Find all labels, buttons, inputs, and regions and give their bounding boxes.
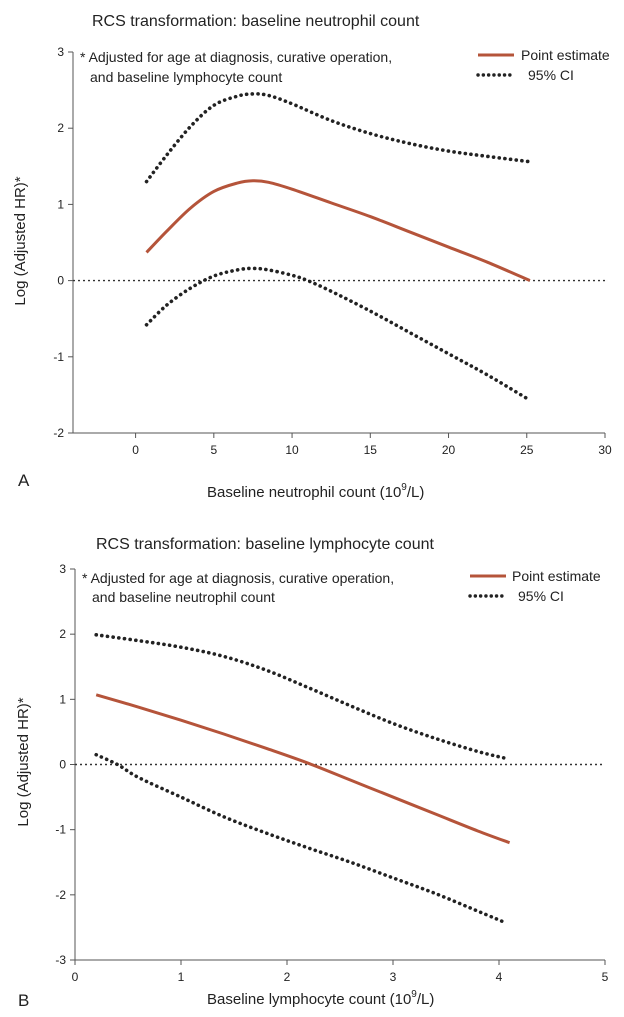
panel-b-legend-ci-label: 95% CI: [518, 588, 564, 604]
panel-b-y-tick-label: 3: [59, 562, 66, 576]
panel-b-y-tick-label: -3: [55, 953, 66, 967]
panel-a-x-tick-label: 30: [598, 443, 612, 457]
panel-b-legend-point-label: Point estimate: [512, 568, 601, 584]
panel-b-x-tick-label: 3: [390, 970, 397, 984]
panel-a-x-tick-label: 20: [442, 443, 456, 457]
panel-a-x-axis-label: Baseline neutrophil count (109/L): [207, 482, 424, 501]
panel-b: RCS transformation: baseline lymphocyte …: [15, 536, 609, 1010]
panel-b-note-line-1: * Adjusted for age at diagnosis, curativ…: [82, 570, 394, 586]
panel-b-y-tick-label: 2: [59, 627, 66, 641]
panel-b-x-axis-label: Baseline lymphocyte count (109/L): [207, 989, 434, 1008]
panel-a-y-tick-label: 2: [57, 121, 64, 135]
panel-a-point-estimate-line: [145, 179, 531, 282]
panel-b-title: RCS transformation: baseline lymphocyte …: [96, 536, 434, 553]
panel-a-x-tick-label: 0: [132, 443, 139, 457]
panel-a-y-axis-label: Log (Adjusted HR)*: [12, 176, 29, 305]
panel-b-x-tick-label: 1: [178, 970, 185, 984]
panel-b-ci-line-1: [94, 633, 507, 760]
panel-b-y-tick-label: -1: [55, 823, 66, 837]
panel-b-plot-area: -3 -2 -1 0 1 2 3 0 1 2 3 4 5: [55, 562, 608, 984]
panel-a-title: RCS transformation: baseline neutrophil …: [92, 13, 420, 30]
panel-a-legend-point-label: Point estimate: [521, 47, 610, 63]
panel-b-point-estimate-line: [95, 693, 511, 845]
panel-b-letter: B: [18, 991, 29, 1010]
panel-a: RCS transformation: baseline neutrophil …: [12, 13, 612, 501]
panel-a-y-tick-label: 3: [57, 45, 64, 59]
panel-a-y-tick-label: 0: [57, 274, 64, 288]
panel-b-x-tick-label: 2: [284, 970, 291, 984]
panel-a-note-line-2: and baseline lymphocyte count: [90, 69, 282, 85]
panel-b-ci-line-2: [94, 752, 507, 924]
panel-b-note-line-2: and baseline neutrophil count: [92, 589, 275, 605]
panel-a-ci-line-2: [144, 266, 532, 403]
panel-a-y-tick-label: -1: [53, 350, 64, 364]
panel-a-legend-ci-label: 95% CI: [528, 67, 574, 83]
panel-b-x-tick-label: 0: [72, 970, 79, 984]
panel-a-note-line-1: * Adjusted for age at diagnosis, curativ…: [80, 49, 392, 65]
panel-b-x-tick-label: 4: [496, 970, 503, 984]
panel-b-y-tick-label: 1: [59, 692, 66, 706]
panel-a-y-tick-label: -2: [53, 426, 64, 440]
panel-b-x-tick-label: 5: [602, 970, 609, 984]
panel-a-y-tick-label: 1: [57, 197, 64, 211]
panel-a-ci-line-1: [144, 92, 532, 184]
panel-a-x-tick-label: 15: [364, 443, 378, 457]
panel-b-y-tick-label: -2: [55, 888, 66, 902]
panel-b-y-axis-label: Log (Adjusted HR)*: [15, 697, 32, 826]
panel-b-y-tick-label: 0: [59, 758, 66, 772]
panel-a-letter: A: [18, 471, 30, 490]
panel-a-x-tick-label: 10: [285, 443, 299, 457]
panel-a-x-tick-label: 5: [210, 443, 217, 457]
panel-a-x-tick-label: 25: [520, 443, 534, 457]
